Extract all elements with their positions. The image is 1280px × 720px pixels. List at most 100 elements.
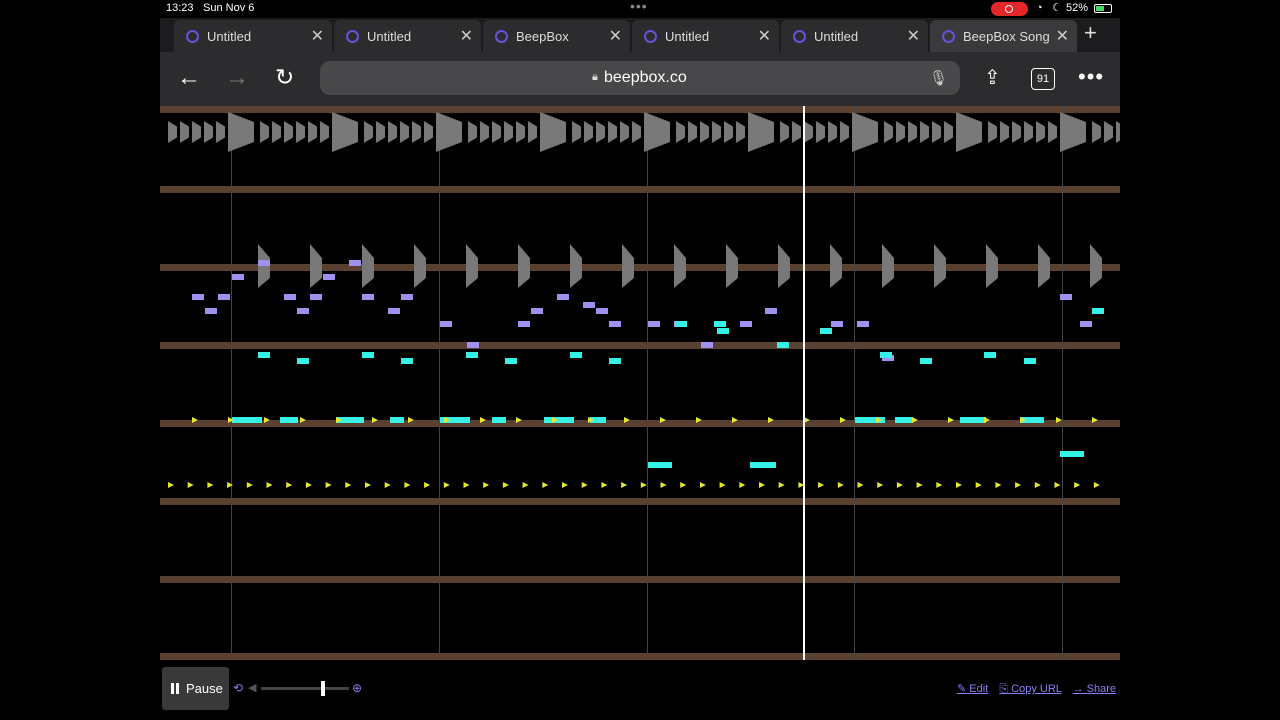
browser-tab[interactable]: Untitled ✕ [781,20,928,52]
drum-wedge [944,121,953,143]
new-tab-icon[interactable]: + [1084,20,1097,45]
note-arrow [516,417,522,423]
volume-slider[interactable] [261,681,349,696]
status-time: 13:23 [166,2,194,14]
song-player-canvas[interactable] [160,106,1154,660]
player-controls: Pause ⟲ ◀ ⊕ ✎ Edit ⎘ Copy URL → Share [160,660,1120,720]
melody-note-run [590,417,606,423]
tab-count-icon[interactable]: 91 [1031,68,1055,90]
multitask-dots-icon[interactable]: ••• [630,0,648,14]
drum-wedge [1036,121,1045,143]
drum-wedge [204,121,213,143]
melody-note-purple [218,294,230,300]
back-arrow-icon[interactable]: ← [177,64,201,91]
address-bar[interactable]: 🔒︎ beepbox.co 🎙︎ [320,61,960,95]
drum-wedge [424,121,433,143]
note-arrow [1056,417,1062,423]
drum-wedge [192,121,201,143]
note-arrow [837,482,844,488]
drum-wedge [412,121,421,143]
note-arrow [542,482,549,488]
drum-wedge [480,121,489,143]
zoom-icon[interactable]: ⊕ [352,681,363,695]
melody-note-run [895,417,913,423]
drum-wedge [260,121,269,143]
browser-tab[interactable]: Untitled ✕ [334,20,481,52]
drum-wedge [570,244,582,288]
melody-note-run [390,417,404,423]
note-arrow [798,482,805,488]
more-icon[interactable]: ••• [1078,64,1105,89]
melody-note-purple [648,321,660,327]
drum-wedge [584,121,593,143]
battery-percent: 52% [1066,2,1089,14]
note-arrow [995,482,1002,488]
melody-note-purple [284,294,296,300]
pause-label: Pause [186,681,223,696]
melody-note-purple [596,308,608,314]
volume-slider-knob[interactable] [321,681,325,696]
melody-note-cyan [401,358,413,364]
bar-line [647,106,648,660]
drum-wedge [608,121,617,143]
melody-note-run [648,462,672,468]
melody-note-purple [401,294,413,300]
staff-line [160,342,1120,349]
close-tab-icon[interactable]: ✕ [906,28,920,45]
close-tab-icon[interactable]: ✕ [757,28,771,45]
note-arrow [759,482,765,488]
close-tab-icon[interactable]: ✕ [310,28,324,45]
note-arrow [956,482,962,488]
melody-note-run [336,417,364,423]
beepbox-favicon-icon [942,30,955,43]
melody-note-cyan [820,328,832,334]
song-links: ✎ Edit ⎘ Copy URL → Share [949,682,1116,696]
drum-wedge [1000,121,1009,143]
note-arrow [778,482,785,488]
drum-wedge [920,121,929,143]
note-arrow [588,417,594,423]
note-arrow [404,482,411,488]
melody-note-purple [323,274,335,280]
browser-tab[interactable]: BeepBox ✕ [483,20,630,52]
share-icon[interactable]: ⇪ [984,67,1001,89]
note-arrow [345,482,352,488]
drum-wedge [504,121,513,143]
melody-note-purple [583,302,595,308]
note-arrow [1074,482,1081,488]
note-arrow [300,417,306,423]
note-arrow [502,482,509,488]
beepbox-favicon-icon [793,30,806,43]
melody-note-cyan [258,352,270,358]
copy-url-link[interactable]: ⎘ Copy URL [999,683,1062,695]
share-link[interactable]: → Share [1072,683,1116,695]
drum-wedge [1060,112,1086,152]
melody-note-purple [297,308,309,314]
loop-icon[interactable]: ⟲ [233,681,244,695]
melody-note-cyan [714,321,726,327]
browser-tab-active[interactable]: BeepBox Song ✕ [930,20,1077,52]
microphone-icon[interactable]: 🎙︎ [928,70,948,87]
bar-line [1062,106,1063,660]
close-tab-icon[interactable]: ✕ [608,28,622,45]
drum-wedge [748,112,774,152]
pause-button[interactable]: Pause [162,667,229,710]
reload-icon[interactable]: ↻ [275,64,295,90]
close-tab-icon[interactable]: ✕ [459,28,473,45]
drum-wedge [700,121,709,143]
note-arrow [227,482,234,488]
browser-tab[interactable]: Untitled ✕ [632,20,779,52]
pause-icon [171,683,179,694]
browser-tab[interactable]: Untitled ✕ [174,20,332,52]
note-arrow [246,482,253,488]
melody-note-run [960,417,986,423]
screen-record-icon[interactable] [991,2,1028,16]
drum-wedge [272,121,281,143]
beepbox-favicon-icon [495,30,508,43]
battery-icon [1094,4,1112,13]
forward-arrow-icon[interactable]: → [225,64,249,91]
melody-note-cyan [609,358,621,364]
melody-note-purple [857,321,869,327]
close-tab-icon[interactable]: ✕ [1055,28,1069,45]
edit-link[interactable]: ✎ Edit [957,683,989,695]
